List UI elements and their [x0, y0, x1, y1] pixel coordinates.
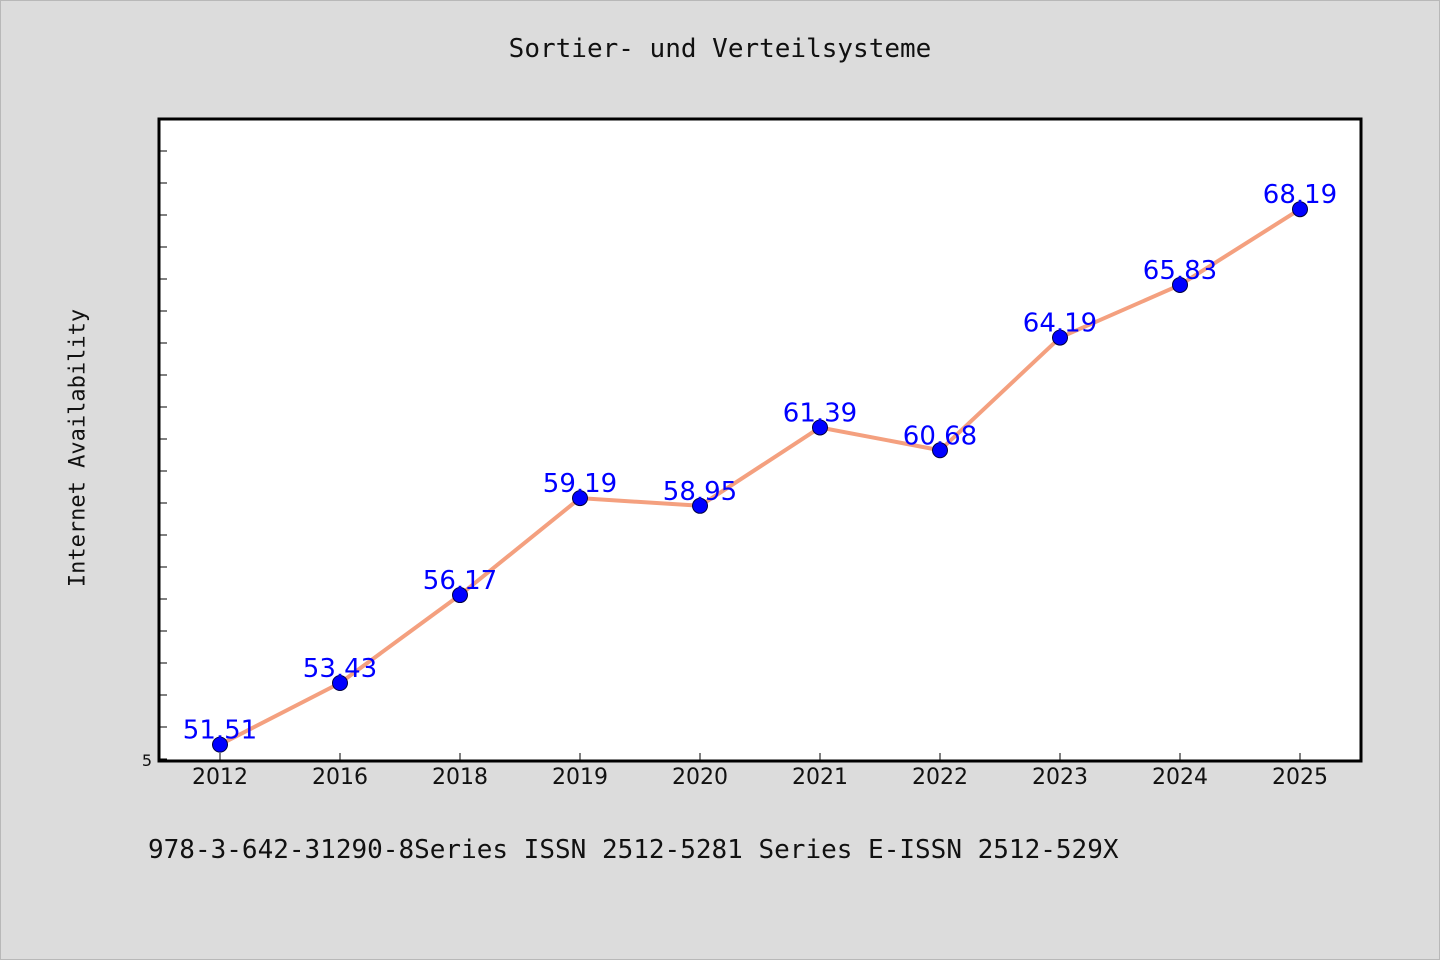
- data-label: 68.19: [1263, 180, 1337, 210]
- x-tick-label: 2019: [552, 765, 608, 790]
- footer-isbn-text: 978-3-642-31290-8Series ISSN 2512-5281 S…: [148, 835, 1119, 865]
- data-label: 53.43: [303, 654, 377, 684]
- data-point: [212, 736, 228, 753]
- data-point: [812, 419, 828, 436]
- x-tick-label: 2018: [432, 765, 488, 790]
- data-point: [692, 497, 708, 514]
- x-axis-ticks: [219, 753, 1301, 761]
- data-label: 56.17: [423, 566, 497, 596]
- data-label: 65.83: [1143, 256, 1217, 286]
- data-label: 61.39: [783, 398, 857, 428]
- x-tick-label: 2025: [1272, 765, 1328, 790]
- data-label: 59.19: [543, 469, 617, 499]
- chart-title: Sortier- und Verteilsysteme: [508, 34, 932, 64]
- data-label: 51.51: [183, 716, 257, 746]
- x-tick-label: 2016: [312, 765, 368, 790]
- data-point: [572, 490, 588, 507]
- x-tick-label: 2020: [672, 765, 728, 790]
- y-axis-ticks: [159, 150, 167, 760]
- data-point: [1292, 201, 1308, 218]
- series-line: [218, 207, 1302, 747]
- data-point: [1052, 329, 1068, 346]
- data-markers: [212, 201, 1308, 753]
- data-label: 58.95: [663, 477, 737, 507]
- x-tick-label: 2023: [1032, 765, 1088, 790]
- data-point: [1172, 276, 1188, 293]
- x-tick-label: 2024: [1152, 765, 1208, 790]
- data-point: [452, 587, 468, 604]
- series-line-group: [218, 207, 1302, 747]
- data-label: 64.19: [1023, 309, 1097, 339]
- x-tick-label: 2021: [792, 765, 848, 790]
- data-label: 60.68: [903, 421, 977, 451]
- x-tick-label: 2022: [912, 765, 968, 790]
- data-point: [932, 442, 948, 459]
- x-tick-label: 2012: [192, 765, 248, 790]
- x-axis-labels: 2012 2016 2018 2019 2020 2021 2022 2023 2024 2025: [192, 765, 1328, 790]
- data-point: [332, 674, 348, 691]
- data-labels: 51.51 53.43 56.17 59.19 58.95 61.39 60.68 64.19…: [183, 180, 1337, 745]
- plot-area: [157, 117, 1363, 763]
- y-axis-min-label: 5: [142, 751, 152, 770]
